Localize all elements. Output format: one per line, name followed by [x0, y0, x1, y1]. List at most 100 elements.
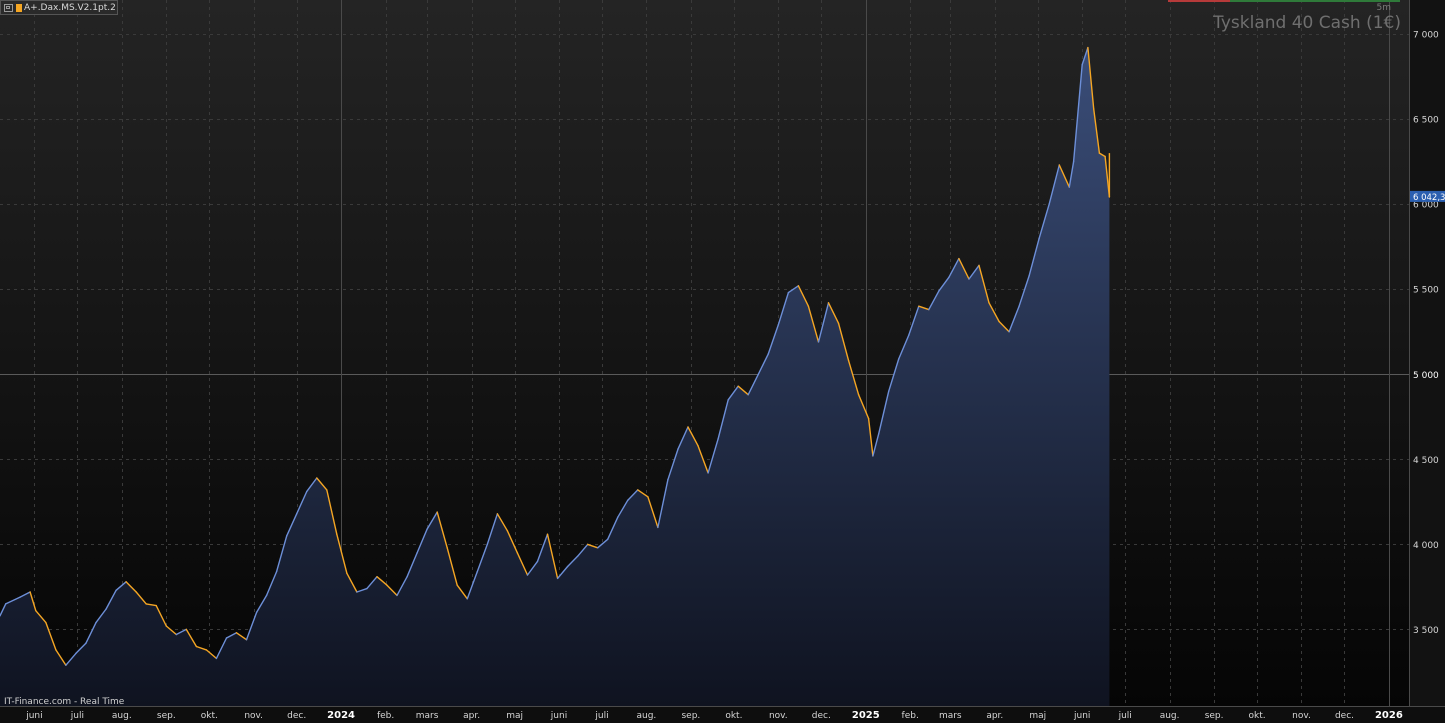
- x-tick-label: juni: [25, 711, 42, 721]
- price-segment: [687, 426, 699, 447]
- price-segment: [215, 637, 228, 660]
- price-segment: [165, 625, 178, 636]
- price-area-fill: [0, 47, 1110, 707]
- x-tick-label: nov.: [769, 711, 788, 721]
- timeframe-label: 5m: [1376, 3, 1392, 13]
- price-segment: [1058, 164, 1071, 188]
- x-tick-label: maj: [506, 711, 523, 721]
- x-tick-label: maj: [1029, 711, 1046, 721]
- price-segment: [707, 438, 719, 474]
- price-segment: [155, 604, 168, 627]
- x-tick-label: nov.: [1292, 711, 1311, 721]
- x-tick-label: okt.: [725, 711, 742, 721]
- x-tick-label: sep.: [681, 711, 700, 721]
- x-tick-label: mars: [939, 711, 962, 721]
- instrument-title: Tyskland 40 Cash (1€): [1213, 13, 1401, 33]
- x-axis-labels: juni juli aug. sep. okt. nov. dec. 2024 feb. mars…: [25, 710, 1403, 721]
- price-segment: [566, 555, 579, 568]
- x-tick-label: juli: [1118, 711, 1132, 721]
- price-segment: [737, 385, 749, 396]
- price-segment: [797, 285, 810, 307]
- price-segment: [807, 305, 820, 343]
- x-tick-label: dec.: [287, 711, 306, 721]
- price-segment: [135, 591, 147, 605]
- price-segment: [225, 632, 238, 639]
- price-segment: [235, 632, 248, 641]
- price-segment: [0, 603, 7, 617]
- price-segment: [476, 543, 488, 573]
- price-segment: [255, 594, 268, 614]
- price-segment: [817, 302, 830, 343]
- x-tick-label: dec.: [812, 711, 831, 721]
- indicator-tab[interactable]: A+.Dax.MS.V2.1pt.2: [0, 0, 118, 15]
- price-segment: [95, 608, 107, 624]
- x-tick-label: mars: [416, 711, 439, 721]
- price-segment: [35, 610, 47, 624]
- price-segment: [416, 528, 428, 554]
- y-tick-label: 5 000: [1413, 371, 1439, 381]
- price-segment: [336, 533, 348, 574]
- x-tick-label: aug.: [1160, 711, 1180, 721]
- price-segment: [105, 589, 117, 610]
- price-segment: [145, 603, 157, 607]
- y-tick-label: 6 000: [1413, 201, 1439, 211]
- price-segment: [446, 547, 458, 586]
- last-price-badge: 6 042,3: [1410, 190, 1445, 203]
- x-tick-label: 2026: [1375, 710, 1403, 721]
- price-segment: [888, 358, 900, 392]
- price-segment: [847, 360, 860, 396]
- price-segment: [1092, 108, 1101, 154]
- price-segment: [456, 584, 468, 600]
- price-segment: [85, 621, 97, 644]
- price-segment: [857, 394, 870, 420]
- price-segment: [406, 552, 418, 578]
- x-axis-panel: [0, 706, 1445, 723]
- price-segment: [1098, 152, 1106, 158]
- price-segment: [1038, 203, 1050, 239]
- x-tick-label: juni: [550, 711, 567, 721]
- price-segment: [1104, 155, 1111, 198]
- price-segment: [1018, 274, 1030, 307]
- price-segment: [1087, 46, 1095, 110]
- price-segment: [486, 513, 499, 546]
- price-segment: [346, 572, 358, 593]
- price-segment: [827, 302, 840, 324]
- progress-green-bar: [1230, 0, 1400, 2]
- price-segment: [1008, 305, 1020, 333]
- price-segment: [265, 570, 278, 597]
- price-segment: [1048, 164, 1061, 205]
- price-segment: [396, 576, 408, 597]
- price-segment: [45, 621, 57, 651]
- y-axis-labels: 3 500 4 000 4 500 5 000 5 500 6 000 6 500 7 000: [1413, 31, 1439, 636]
- price-segment: [978, 264, 990, 304]
- data-source-label: IT-Finance.com - Real Time: [4, 697, 125, 707]
- price-segment: [878, 390, 890, 435]
- y-tick-label: 5 500: [1413, 286, 1439, 296]
- x-tick-label: 2024: [327, 710, 355, 721]
- price-segment: [316, 477, 328, 491]
- price-segment: [296, 490, 308, 515]
- x-tick-label: apr.: [463, 711, 480, 721]
- y-axis-panel: [1410, 0, 1445, 706]
- price-segment: [516, 552, 529, 576]
- price-segment: [968, 264, 980, 280]
- x-tick-label: juni: [1073, 711, 1090, 721]
- price-segment: [1081, 46, 1089, 66]
- x-tick-label: sep.: [1205, 711, 1224, 721]
- y-tick-label: 7 000: [1413, 31, 1439, 41]
- price-segment: [466, 570, 478, 600]
- price-segment: [597, 538, 609, 549]
- price-segment: [75, 642, 87, 654]
- price-segment: [275, 535, 288, 573]
- x-tick-label: sep.: [157, 711, 176, 721]
- price-segment: [908, 305, 920, 336]
- price-segment: [697, 445, 709, 474]
- price-segment: [185, 628, 198, 648]
- price-area: [0, 47, 1110, 707]
- price-segment: [1028, 237, 1040, 277]
- series-color-swatch-icon: [16, 3, 22, 12]
- price-segment: [65, 652, 77, 666]
- x-tick-label: okt.: [201, 711, 218, 721]
- price-segment: [607, 516, 619, 540]
